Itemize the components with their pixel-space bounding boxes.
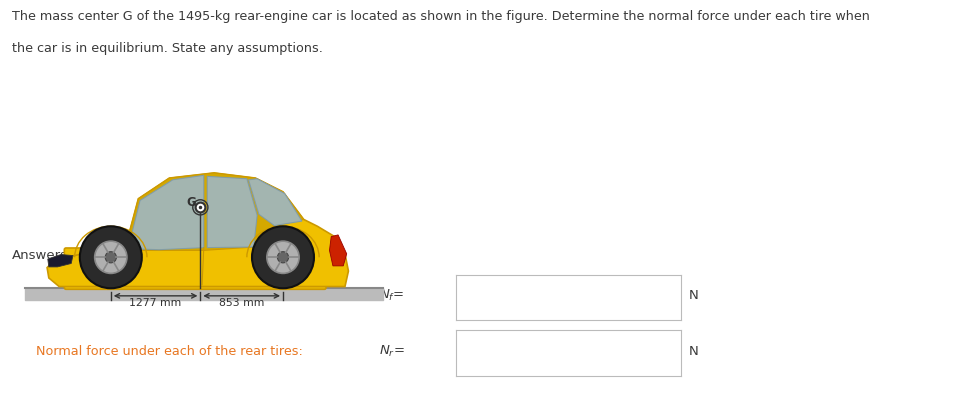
Text: $N_f\!=\!$: $N_f\!=\!$ [379,288,405,303]
Polygon shape [207,176,257,248]
Circle shape [95,241,127,273]
Text: i: i [434,290,440,305]
Text: N: N [689,289,698,302]
Polygon shape [48,254,73,267]
Text: 1277 mm: 1277 mm [129,298,181,308]
Text: Answers:: Answers: [12,249,72,262]
Text: G: G [186,196,196,209]
Circle shape [252,226,314,288]
Polygon shape [330,235,347,266]
Text: Normal force under each of the rear tires:: Normal force under each of the rear tire… [36,345,303,358]
Polygon shape [248,179,302,226]
Text: the car is in equilibrium. State any assumptions.: the car is in equilibrium. State any ass… [12,42,322,55]
Polygon shape [125,173,304,250]
Text: i: i [434,346,440,361]
Text: $N_r\!=\!$: $N_r\!=\!$ [379,344,405,359]
Circle shape [105,252,116,263]
Text: Normal force under each of the front tires:: Normal force under each of the front tir… [36,289,308,302]
Polygon shape [47,173,348,287]
Circle shape [80,226,142,288]
Text: The mass center G of the 1495-kg rear-engine car is located as shown in the figu: The mass center G of the 1495-kg rear-en… [12,10,870,23]
Circle shape [267,241,299,273]
Polygon shape [129,175,204,250]
Circle shape [277,252,289,263]
Text: 853 mm: 853 mm [219,298,265,308]
FancyBboxPatch shape [64,248,326,289]
Text: N: N [689,345,698,358]
